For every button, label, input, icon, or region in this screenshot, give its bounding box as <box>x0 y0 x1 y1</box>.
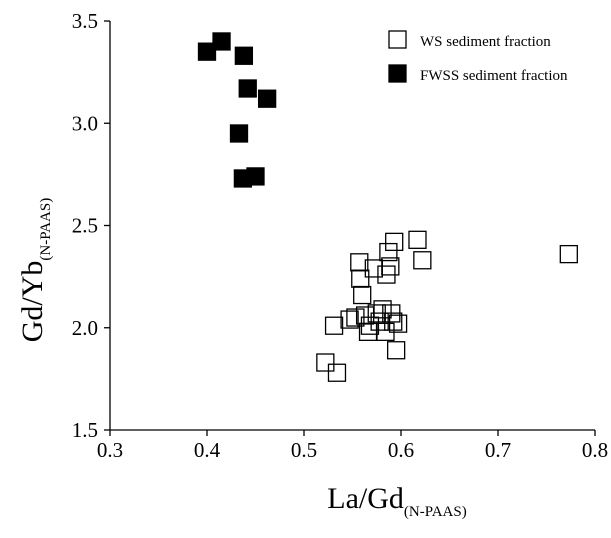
legend-label-ws: WS sediment fraction <box>420 34 551 50</box>
fwss-point <box>197 42 217 61</box>
legend-marker-ws <box>388 30 407 49</box>
ws-point <box>408 230 427 249</box>
x-tick-label: 0.5 <box>291 438 317 462</box>
fwss-point <box>238 79 257 98</box>
fwss-point <box>229 124 249 143</box>
tick-marks <box>104 20 596 436</box>
ws-point <box>324 316 344 335</box>
y-tick-label: 2.0 <box>72 316 98 340</box>
ws-point <box>413 251 432 270</box>
ws-point <box>384 312 403 331</box>
tick-labels: 0.3 0.4 0.5 0.6 0.7 0.8 1.5 2.0 2.5 3.0 3.5 <box>72 9 608 462</box>
y-tick-label: 2.5 <box>72 214 98 238</box>
ws-point <box>559 244 578 264</box>
ws-point <box>340 310 359 329</box>
x-tick-label: 0.3 <box>97 438 123 462</box>
y-axis-title: Gd/Yb(N-PAAS) <box>16 198 54 342</box>
legend-label-fwss: FWSS sediment fraction <box>420 68 568 84</box>
fwss-point <box>234 46 254 65</box>
data-points <box>197 32 578 382</box>
legend-marker-fwss <box>388 64 407 83</box>
ws-point <box>388 314 408 333</box>
ws-point <box>379 242 398 262</box>
ws-point <box>381 257 400 276</box>
fwss-point <box>246 167 265 186</box>
x-axis-title: La/Gd(N-PAAS) <box>327 482 466 520</box>
y-tick-label: 1.5 <box>72 418 98 442</box>
fwss-point <box>212 32 231 51</box>
y-tick-label: 3.5 <box>72 9 98 33</box>
ws-point <box>351 269 370 288</box>
x-tick-label: 0.4 <box>194 438 221 462</box>
y-tick-label: 3.0 <box>72 111 98 135</box>
ws-point <box>327 363 347 382</box>
legend: WS sediment fraction FWSS sediment fract… <box>388 30 568 84</box>
x-tick-label: 0.7 <box>485 438 511 462</box>
ws-point <box>386 341 406 360</box>
x-tick-label: 0.8 <box>582 438 608 462</box>
ws-point <box>316 353 335 372</box>
ws-point <box>360 316 380 335</box>
ws-point <box>353 285 372 305</box>
fwss-point <box>257 89 277 108</box>
ws-point <box>385 232 404 252</box>
x-tick-label: 0.6 <box>388 438 414 462</box>
